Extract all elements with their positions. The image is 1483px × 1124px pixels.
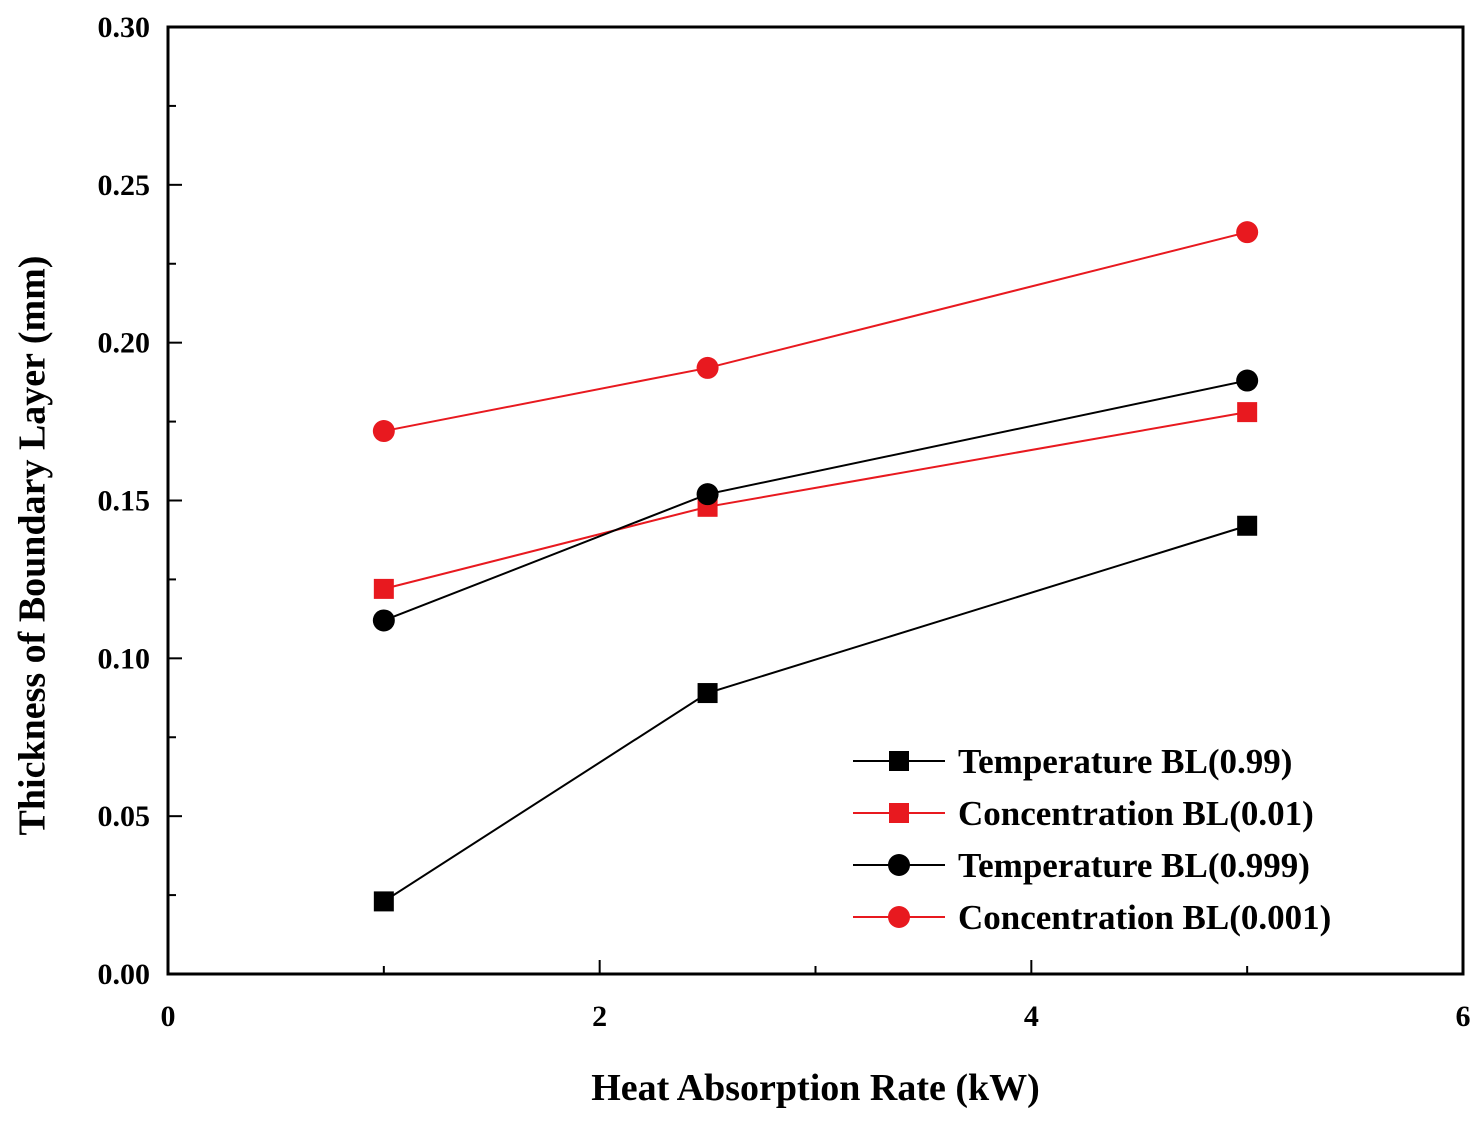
legend-marker xyxy=(888,906,910,928)
data-point xyxy=(373,891,394,912)
series-2 xyxy=(373,402,1258,599)
legend-item: Concentration BL(0.01) xyxy=(853,794,1314,833)
data-point xyxy=(1237,402,1258,423)
legend-marker xyxy=(888,854,910,876)
legend-item: Temperature BL(0.99) xyxy=(853,742,1292,781)
series-3 xyxy=(372,369,1259,632)
y-tick-label: 0.25 xyxy=(98,169,151,202)
data-point xyxy=(373,578,394,599)
data-point xyxy=(1236,221,1259,244)
y-tick-label: 0.20 xyxy=(98,327,151,360)
legend-label: Concentration BL(0.01) xyxy=(958,794,1314,833)
legend-marker xyxy=(889,803,909,823)
legend-label: Temperature BL(0.999) xyxy=(958,846,1310,885)
legend-label: Temperature BL(0.99) xyxy=(958,742,1292,781)
legend-label: Concentration BL(0.001) xyxy=(958,898,1331,937)
data-point xyxy=(696,356,719,379)
data-point xyxy=(1236,369,1259,392)
y-tick-labels: 0.00 0.05 0.10 0.15 0.20 0.25 0.30 xyxy=(98,11,151,991)
x-tick-label: 6 xyxy=(1456,1000,1471,1033)
data-point xyxy=(697,683,718,704)
y-axis-title: Thickness of Boundary Layer (mm) xyxy=(12,256,54,836)
series-4 xyxy=(372,221,1259,443)
series-line xyxy=(383,411,1248,590)
y-tick-label: 0.30 xyxy=(98,11,151,44)
y-tick-label: 0.15 xyxy=(98,485,151,518)
y-tick-label: 0.05 xyxy=(98,800,151,833)
data-point xyxy=(372,420,395,443)
x-axis-ticks xyxy=(167,960,1464,974)
legend-item: Concentration BL(0.001) xyxy=(853,898,1331,937)
data-point xyxy=(372,609,395,632)
y-tick-label: 0.00 xyxy=(98,958,151,991)
legend: Temperature BL(0.99) Concentration BL(0.0… xyxy=(853,742,1331,937)
legend-item: Temperature BL(0.999) xyxy=(853,846,1310,885)
series-group xyxy=(372,221,1259,912)
x-tick-label: 2 xyxy=(592,1000,607,1033)
y-axis-ticks xyxy=(168,26,182,975)
legend-marker xyxy=(889,751,909,771)
x-tick-label: 4 xyxy=(1024,1000,1039,1033)
series-line xyxy=(383,231,1248,433)
data-point xyxy=(1237,515,1258,536)
data-point xyxy=(696,483,719,506)
x-tick-label: 0 xyxy=(161,1000,176,1033)
x-tick-labels: 0 2 4 6 xyxy=(161,1000,1471,1033)
plot-area-frame xyxy=(166,25,1465,976)
series-line xyxy=(383,379,1248,622)
x-axis-title: Heat Absorption Rate (kW) xyxy=(591,1067,1040,1109)
y-tick-label: 0.10 xyxy=(98,642,151,675)
series-1 xyxy=(373,515,1258,912)
